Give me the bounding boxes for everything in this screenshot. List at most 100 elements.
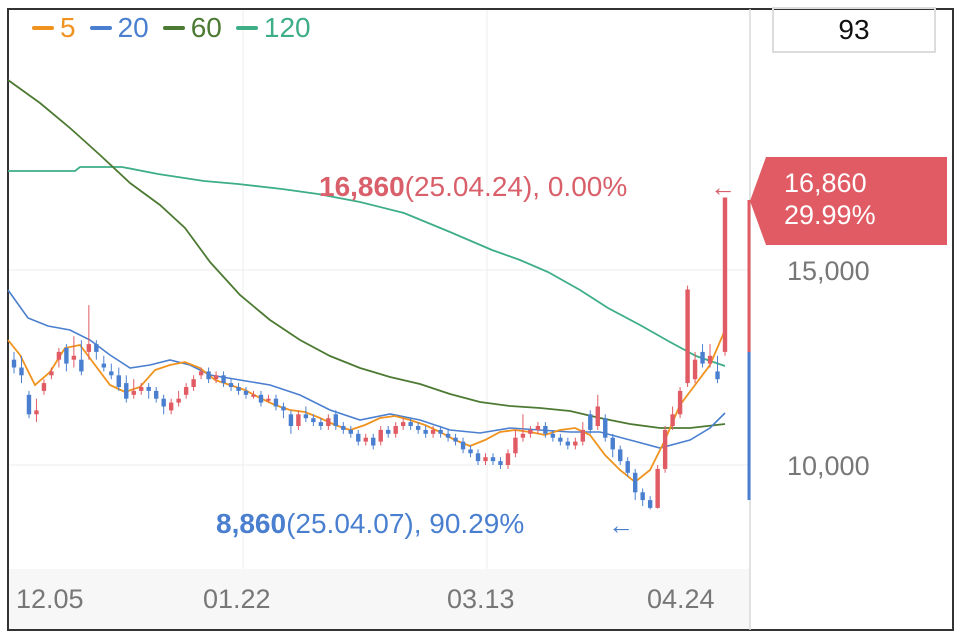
- candle: [311, 414, 316, 426]
- candle-body: [333, 414, 339, 426]
- candle: [116, 367, 121, 391]
- candle-body: [139, 387, 144, 391]
- candle: [281, 402, 286, 419]
- candle-body: [662, 429, 668, 469]
- candle: [266, 394, 271, 403]
- candle-body: [603, 418, 608, 438]
- candle: [483, 453, 488, 465]
- candle-body: [722, 197, 728, 352]
- candle-body: [221, 375, 226, 384]
- candle-body: [318, 422, 324, 426]
- high-arrow-icon: ←: [710, 172, 736, 202]
- current-price-tag: 16,860 29.99%: [766, 157, 947, 245]
- candle-body: [228, 383, 234, 387]
- candle: [154, 387, 159, 403]
- legend-swatch-icon: [89, 26, 112, 30]
- candle-body: [625, 461, 630, 473]
- high-value: 16,860: [319, 171, 405, 202]
- candle: [213, 371, 219, 384]
- candle: [11, 351, 17, 374]
- candle-body: [453, 437, 458, 442]
- candle-body: [326, 418, 331, 426]
- candle: [34, 398, 39, 423]
- candle-body: [588, 414, 593, 430]
- candle: [662, 426, 668, 473]
- candle-body: [692, 359, 698, 380]
- candle: [677, 387, 683, 419]
- candle: [258, 390, 264, 407]
- candle-body: [161, 398, 166, 407]
- candle: [139, 383, 144, 395]
- candle: [273, 394, 279, 411]
- candle: [371, 433, 376, 450]
- candle-body: [415, 426, 421, 430]
- candle-body: [281, 406, 286, 411]
- candle-body: [296, 414, 301, 426]
- candle: [198, 367, 204, 380]
- candle: [296, 410, 301, 430]
- candle-body: [154, 390, 159, 399]
- candle-body: [550, 433, 556, 438]
- candle: [94, 340, 99, 360]
- candle-body: [498, 461, 503, 465]
- candle-body: [378, 429, 383, 442]
- candle: [415, 422, 421, 434]
- candle-body: [266, 398, 271, 401]
- legend-swatch-icon: [235, 26, 258, 30]
- legend-label: 5: [60, 12, 76, 43]
- candle: [438, 426, 443, 438]
- candle: [423, 426, 428, 438]
- legend-label: 60: [190, 12, 222, 43]
- candle: [580, 422, 585, 446]
- candle: [603, 414, 608, 442]
- candle: [49, 367, 54, 380]
- candle-body: [146, 387, 151, 391]
- candle: [722, 197, 728, 356]
- x-tick-label: 04.24: [647, 584, 715, 614]
- candle: [236, 383, 241, 395]
- legend-item-ma120: 120: [235, 12, 311, 44]
- y-tick-label: 15,000: [787, 256, 870, 286]
- candle: [573, 437, 578, 450]
- candle: [513, 429, 518, 458]
- candle-body: [251, 394, 256, 397]
- candle-body: [490, 457, 496, 462]
- candle-body: [168, 402, 174, 411]
- candle: [176, 390, 181, 407]
- candle-body: [505, 453, 511, 465]
- candle: [348, 426, 353, 438]
- candle: [303, 406, 309, 423]
- candle: [221, 371, 226, 387]
- current-change: 29.99%: [784, 200, 876, 230]
- candle-body: [393, 426, 398, 434]
- candle-body: [707, 355, 713, 364]
- count-box[interactable]: 93: [772, 7, 936, 53]
- candle-body: [86, 344, 92, 352]
- candle-body: [34, 410, 39, 415]
- candle: [356, 429, 361, 446]
- candle-body: [520, 433, 526, 438]
- candle: [109, 363, 114, 380]
- candle-body: [371, 437, 376, 446]
- candle: [558, 433, 563, 446]
- x-tick-label: 03.13: [447, 584, 515, 614]
- candle: [685, 285, 690, 387]
- candle: [520, 414, 526, 442]
- candle: [453, 433, 458, 446]
- candle: [625, 457, 630, 477]
- candle-body: [258, 394, 264, 403]
- bottom-axis-band: [8, 569, 750, 630]
- candle-body: [640, 492, 645, 501]
- candle: [191, 375, 196, 391]
- candle-body: [311, 418, 316, 423]
- candle-body: [206, 371, 211, 380]
- candle: [670, 406, 675, 430]
- candle-body: [535, 426, 541, 430]
- candle: [378, 426, 383, 446]
- candle: [535, 422, 541, 434]
- candle-body: [26, 394, 32, 415]
- candle: [146, 383, 151, 399]
- candle: [640, 488, 645, 506]
- candle-body: [71, 355, 77, 360]
